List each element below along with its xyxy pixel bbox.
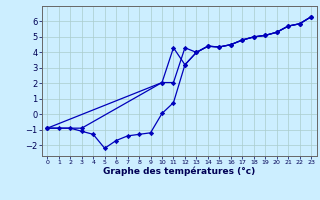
X-axis label: Graphe des températures (°c): Graphe des températures (°c) [103, 167, 255, 176]
